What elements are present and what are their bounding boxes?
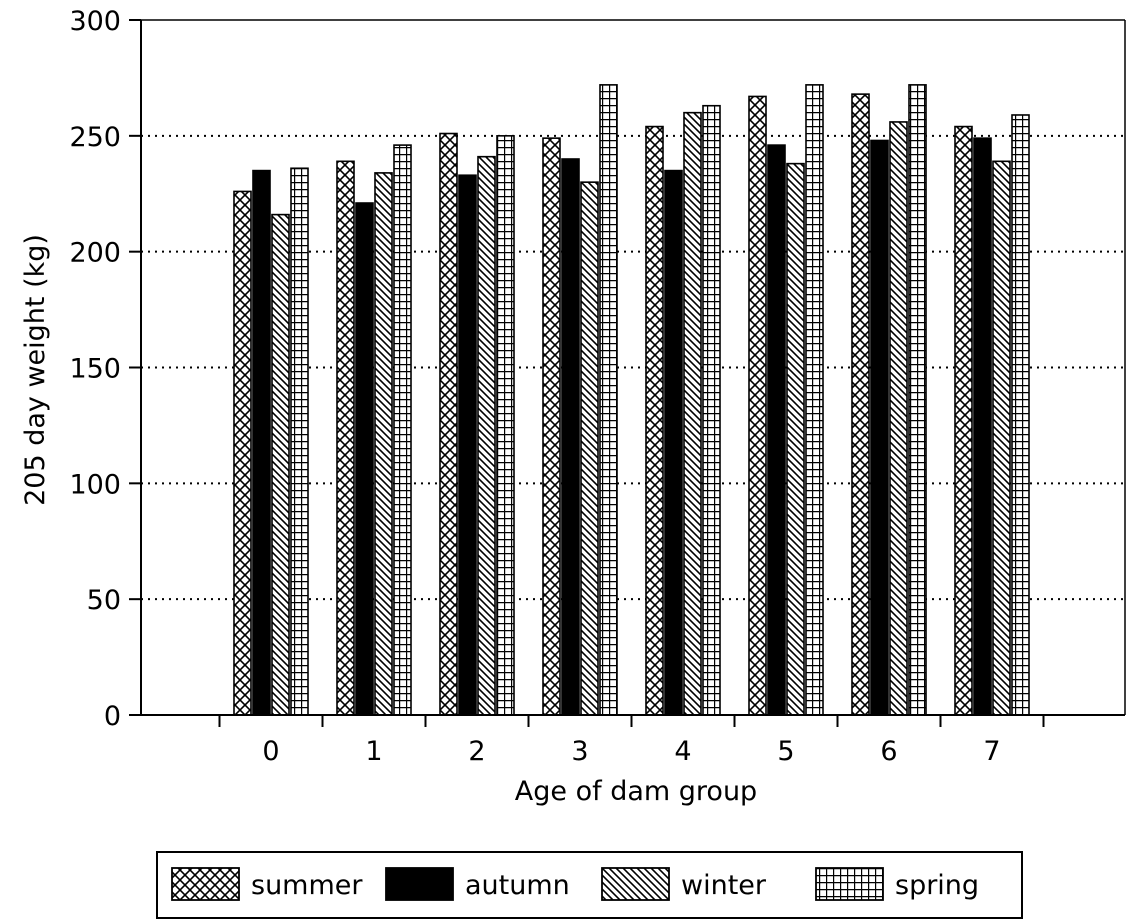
y-tick-label: 300 [69,6,121,37]
bar-summer [542,137,561,716]
bar-winter [580,181,599,716]
legend-swatch-autumn [385,867,454,901]
bar-autumn [664,169,683,716]
bar-winter [374,172,393,716]
legend-swatch-summer [171,867,240,901]
bar-spring [908,84,927,716]
legend: summer autumn winter spring [156,851,1023,919]
bar-spring [805,84,824,716]
bar-spring [702,104,721,716]
y-tick-label: 250 [69,122,121,153]
y-tick-label: 200 [69,238,121,269]
bar-autumn [252,169,271,716]
x-ticks: 0 1 2 3 4 5 6 7 [218,715,1045,767]
bar-winter [992,160,1011,716]
bar-spring [393,144,412,716]
x-tick-label: 5 [777,736,794,767]
bar-summer [954,125,973,716]
bar-winter [477,155,496,716]
bar-autumn [458,174,477,716]
legend-swatch-spring [815,867,884,901]
bar-summer [233,190,252,716]
x-axis-title: Age of dam group [515,776,757,807]
bar-spring [496,135,515,716]
bar-autumn [870,139,889,716]
x-tick-label: 4 [674,736,691,767]
y-tick-label: 150 [69,354,121,385]
bar-winter [683,111,702,716]
y-tick-label: 0 [104,701,121,732]
x-tick-label: 6 [880,736,897,767]
bar-autumn [561,158,580,716]
x-tick-label: 1 [365,736,382,767]
legend-label-summer: summer [251,870,363,901]
bar-summer [645,125,664,716]
bar-summer [336,160,355,716]
y-ticks: 0 50 100 150 200 250 300 [69,6,141,732]
x-tick-label: 0 [262,736,279,767]
bar-winter [786,162,805,716]
bar-winter [271,213,290,716]
legend-label-winter: winter [681,870,767,901]
bar-autumn [355,202,374,716]
bars [233,84,1030,716]
legend-label-spring: spring [895,870,979,901]
bar-autumn [767,144,786,716]
legend-swatch-winter [601,867,670,901]
y-axis-title: 205 day weight (kg) [20,234,51,506]
y-tick-label: 100 [69,469,121,500]
bar-summer [748,95,767,716]
x-tick-label: 3 [571,736,588,767]
bar-summer [851,93,870,716]
bar-winter [889,121,908,716]
bar-spring [1011,114,1030,716]
bar-spring [290,167,309,716]
x-tick-label: 2 [468,736,485,767]
legend-label-autumn: autumn [465,870,570,901]
bar-autumn [973,137,992,716]
bar-spring [599,84,618,716]
bar-summer [439,132,458,716]
x-tick-label: 7 [983,736,1000,767]
y-tick-label: 50 [87,585,121,616]
